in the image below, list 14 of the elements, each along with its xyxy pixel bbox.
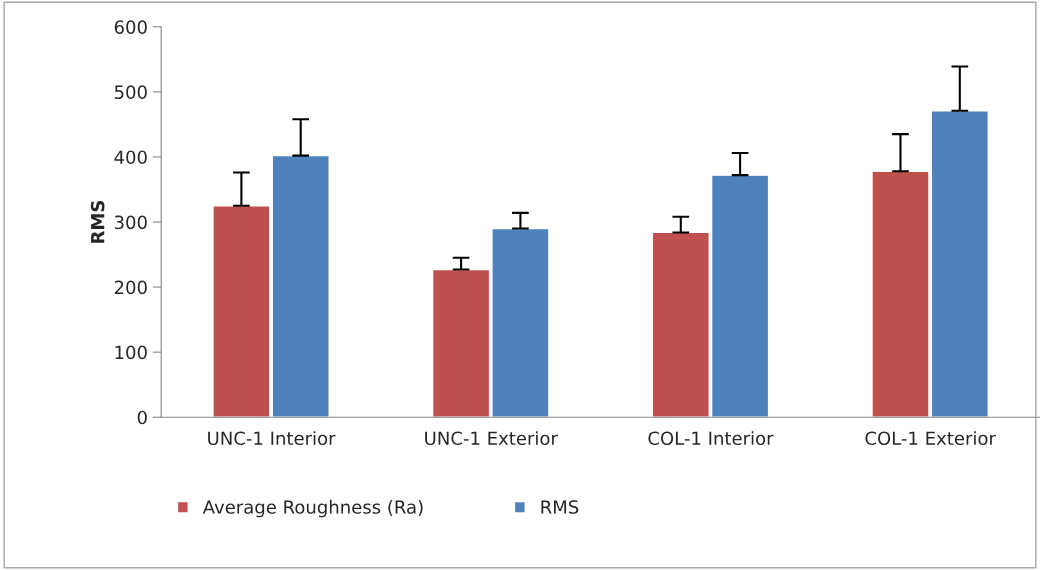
y-tick-label: 100 <box>115 345 147 360</box>
x-tick-label: COL-1 Interior <box>648 431 774 446</box>
legend-label: RMS <box>541 500 579 514</box>
x-tick-label: COL-1 Exterior <box>865 431 996 446</box>
y-tick-label: 600 <box>114 20 147 34</box>
y-tick-label: 300 <box>114 215 147 230</box>
legend-label: Average Roughness (Ra) <box>202 499 423 518</box>
x-tick-label: UNC-1 Exterior <box>425 431 558 446</box>
x-tick-label: UNC-1 Interior <box>208 431 336 446</box>
y-axis-title: RMS <box>90 200 105 243</box>
y-tick-label: 0 <box>137 410 147 425</box>
y-tick-label: 200 <box>114 280 147 295</box>
y-tick-label: 400 <box>114 150 147 165</box>
y-tick-label: 500 <box>114 85 147 99</box>
